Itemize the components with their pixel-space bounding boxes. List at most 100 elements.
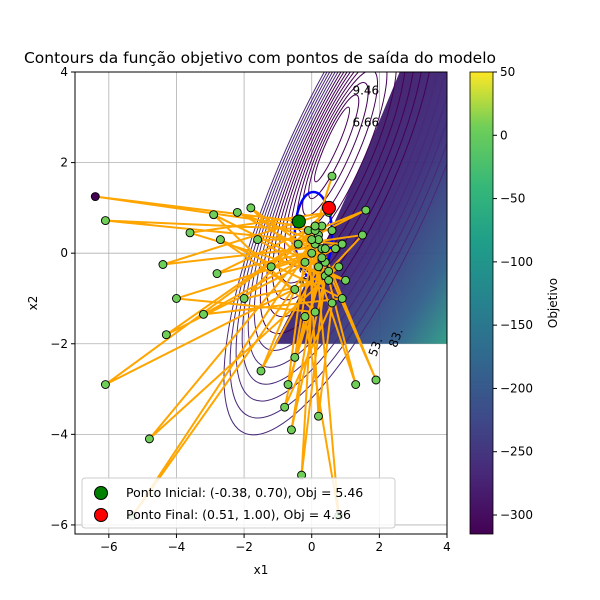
trajectory-point: [161, 330, 171, 340]
trajectory-point: [371, 375, 381, 385]
x-tick-label: 2: [376, 540, 384, 554]
contour-line: [271, 72, 416, 301]
contour-line: [223, 72, 447, 436]
y-axis-label: x2: [26, 296, 40, 311]
y-tick-label: 4: [60, 65, 68, 79]
trajectory-point: [310, 307, 320, 317]
y-tick-label: 0: [60, 246, 68, 260]
legend-end-marker: [94, 508, 108, 522]
trajectory-point: [209, 210, 219, 220]
colorbar-tick-label: −150: [500, 318, 533, 332]
colorbar-tick-label: −100: [500, 255, 533, 269]
y-tick-label: −4: [50, 427, 68, 441]
trajectory-point: [307, 248, 317, 258]
legend-start-label: Ponto Inicial: (-0.38, 0.70), Obj = 5.46: [126, 485, 363, 500]
end-point-marker: [321, 200, 336, 215]
trajectory-point: [317, 253, 327, 263]
colorbar-tick-label: −300: [500, 508, 533, 522]
legend-start-marker: [94, 486, 108, 500]
trajectory-point: [327, 226, 337, 235]
contour-label: 83.: [386, 327, 406, 350]
contour-line: [229, 72, 447, 419]
contour-line: [241, 72, 447, 385]
x-tick-label: 4: [443, 540, 451, 554]
trajectory-point: [212, 269, 222, 279]
trajectory-point: [100, 216, 110, 226]
contour-line: [253, 72, 445, 351]
trajectory-point: [327, 298, 337, 308]
y-tick-label: −2: [50, 337, 68, 351]
y-tick-label: −6: [50, 518, 68, 532]
trajectory-point: [290, 352, 300, 362]
trajectory-point: [239, 294, 249, 303]
x-tick-label: 0: [308, 540, 316, 554]
colorbar-tick-label: −250: [500, 445, 533, 459]
trajectory-point: [324, 275, 334, 285]
trajectory-point: [172, 294, 181, 303]
colorbar-label: Objetivo: [546, 278, 560, 328]
trajectory-point: [100, 380, 110, 389]
trajectory-point: [361, 205, 371, 215]
contour-line: [314, 106, 351, 183]
x-axis-label: x1: [254, 563, 269, 577]
trajectory-point: [293, 239, 303, 249]
trajectory-point: [334, 262, 344, 272]
plot-frame: [74, 71, 448, 535]
trajectory-point: [286, 425, 296, 435]
contour-line: [265, 72, 426, 318]
trajectory-point: [300, 312, 310, 322]
trajectory-point: [199, 309, 208, 319]
trajectory-points: [90, 171, 381, 521]
trajectory-point: [358, 230, 367, 240]
x-tick-label: −6: [100, 540, 118, 554]
trajectory-point: [266, 262, 276, 272]
colorbar-ticks: 50 0 −50 −100 −150 −200 −250 −300: [493, 65, 533, 522]
trajectory-point: [185, 228, 195, 238]
trajectory-point: [90, 192, 100, 202]
legend: Ponto Inicial: (-0.38, 0.70), Obj = 5.46…: [81, 477, 396, 529]
trajectory-point: [253, 235, 263, 245]
legend-box: [81, 477, 396, 529]
x-axis-ticks: −6 −4 −2 0 2 4: [100, 534, 451, 554]
trajectory-point: [283, 380, 293, 389]
trajectory-point: [324, 266, 334, 276]
trajectory-point: [307, 235, 317, 245]
trajectory-point: [337, 239, 347, 249]
y-axis-ticks: −6 −4 −2 0 2 4: [50, 65, 75, 532]
trajectory-point: [158, 260, 168, 269]
contour-line: [308, 94, 360, 200]
trajectory-point: [232, 207, 242, 217]
trajectory-point: [290, 284, 300, 294]
trajectory-point: [314, 411, 323, 421]
trajectory-point: [300, 257, 310, 267]
contour-label: 6.66: [352, 115, 379, 129]
colorbar: 50 0 −50 −100 −150 −200 −250 −300 Objetivo: [469, 65, 560, 535]
trajectory-point: [256, 366, 266, 376]
y-tick-label: 2: [60, 156, 68, 170]
colorbar-gradient: [469, 71, 494, 535]
trajectory-point: [310, 221, 320, 231]
chart-title: Contours da função objetivo com pontos d…: [24, 49, 496, 67]
colorbar-tick-label: −50: [500, 192, 525, 206]
trajectory-point: [144, 434, 154, 444]
trajectory-point: [314, 262, 323, 272]
start-point-marker: [291, 214, 306, 229]
trajectory-point: [280, 402, 290, 412]
trajectory-point: [341, 275, 350, 285]
x-tick-label: −2: [235, 540, 253, 554]
contour-label: 9.46: [352, 84, 379, 98]
contour-line: [259, 72, 435, 335]
trajectory-point: [351, 380, 361, 389]
colorbar-tick-label: −200: [500, 381, 533, 395]
trajectory-point: [330, 244, 340, 254]
colorbar-tick-label: 0: [500, 128, 508, 142]
trajectory-point: [215, 235, 225, 245]
trajectory-point: [327, 171, 337, 181]
trajectory-point: [246, 203, 256, 213]
contour-label: 53.: [366, 336, 386, 359]
trajectory-point: [320, 244, 330, 254]
trajectory-point: [337, 294, 347, 303]
